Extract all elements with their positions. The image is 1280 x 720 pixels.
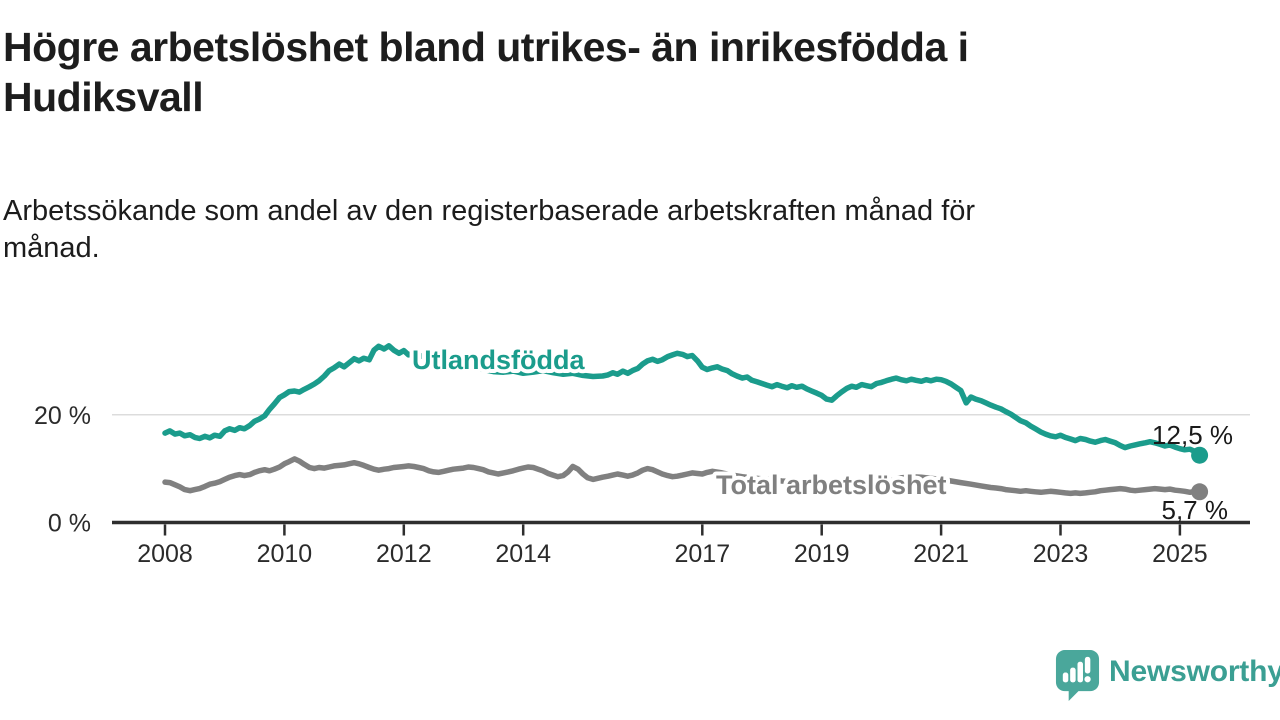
series-label-total: Total arbetslöshet [716, 470, 947, 500]
x-tick-label-2017: 2017 [674, 540, 730, 568]
bar-small [1062, 672, 1069, 683]
series-label-utlandsfodda: Utlandsfödda [412, 345, 585, 375]
exclamation-bar [1084, 656, 1091, 674]
end-dot-total [1191, 483, 1209, 501]
chart-title-line-1: Högre arbetslöshet bland utrikes- än inr… [3, 24, 969, 70]
end-dot-utlandsfodda [1191, 446, 1209, 464]
chart-title-line-2: Hudiksvall [3, 74, 204, 120]
chart-subtitle: Arbetssökande som andel av den registerb… [3, 193, 1243, 267]
newsworthy-wordmark: Newsworthy [1109, 655, 1280, 688]
x-tick-label-2019: 2019 [794, 540, 850, 568]
bar-large [1077, 661, 1083, 683]
end-value-label-utlandsfodda: 12,5 % [1152, 420, 1233, 450]
x-tick-label-2023: 2023 [1033, 540, 1089, 568]
chart-title: Högre arbetslöshet bland utrikes- än inr… [3, 22, 1243, 122]
chart-subtitle-line-2: månad. [3, 232, 100, 264]
series-line-utlandsfodda [162, 343, 1203, 458]
series-line-total [162, 456, 1203, 497]
y-tick-label-20: 20 % [34, 402, 91, 430]
x-tick-label-2008: 2008 [137, 540, 193, 568]
x-tick-label-2021: 2021 [913, 540, 969, 568]
x-tick-label-2010: 2010 [257, 540, 313, 568]
newsworthy-logo: Newsworthy [1054, 647, 1280, 703]
chart-subtitle-line-1: Arbetssökande som andel av den registerb… [3, 195, 976, 227]
x-tick-label-2025: 2025 [1152, 540, 1208, 568]
y-tick-label-0: 0 % [48, 510, 91, 538]
x-tick-label-2012: 2012 [376, 540, 432, 568]
bar-medium [1070, 667, 1076, 683]
x-tick-label-2014: 2014 [495, 540, 551, 568]
newsworthy-logo-icon [1055, 650, 1100, 701]
end-value-label-total: 5,7 % [1162, 495, 1229, 525]
exclamation-dot [1084, 676, 1091, 683]
